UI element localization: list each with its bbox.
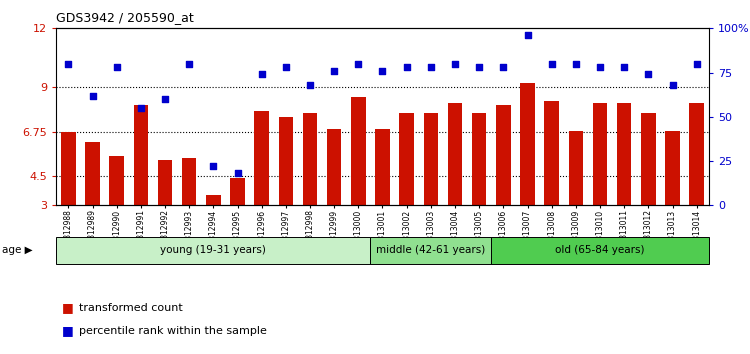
Point [667,82,679,88]
Text: young (19-31 years): young (19-31 years) [160,245,266,256]
Point [232,171,244,176]
Point [86,93,98,98]
Bar [206,195,220,205]
Bar [230,178,244,205]
Bar [424,113,438,205]
Point [642,72,654,77]
Bar [182,158,196,205]
Bar [496,105,511,205]
Point [352,61,364,67]
Point [304,82,316,88]
Bar [448,103,462,205]
Bar [327,129,341,205]
Point [376,68,388,74]
Bar [592,103,608,205]
Bar [158,160,172,205]
Bar [568,131,583,205]
Bar [544,101,559,205]
Point [400,64,412,70]
Text: GDS3942 / 205590_at: GDS3942 / 205590_at [56,11,194,24]
Bar [134,105,148,205]
Bar [689,103,704,205]
Point [256,72,268,77]
Point [135,105,147,111]
Point [280,64,292,70]
Point [473,64,485,70]
Bar [400,113,414,205]
Bar [472,113,487,205]
Bar [61,132,76,205]
Point [546,61,558,67]
Point [521,33,533,38]
Text: middle (42-61 years): middle (42-61 years) [376,245,485,256]
Bar [491,237,709,264]
Bar [351,97,365,205]
Point [328,68,340,74]
Point [497,64,509,70]
Bar [110,156,124,205]
Point [62,61,74,67]
Bar [254,111,269,205]
Point [691,61,703,67]
Point [159,96,171,102]
Text: age ▶: age ▶ [2,245,33,255]
Bar [56,237,370,264]
Bar [86,142,100,205]
Text: ■: ■ [62,302,74,314]
Point [183,61,195,67]
Point [207,164,219,169]
Point [111,64,123,70]
Point [449,61,461,67]
Bar [641,113,656,205]
Bar [375,129,390,205]
Text: transformed count: transformed count [79,303,182,313]
Point [618,64,630,70]
Point [570,61,582,67]
Text: old (65-84 years): old (65-84 years) [555,245,645,256]
Bar [617,103,632,205]
Bar [665,131,680,205]
Point [594,64,606,70]
Bar [303,113,317,205]
Bar [370,237,491,264]
Bar [278,117,293,205]
Bar [520,84,535,205]
Point [424,64,436,70]
Text: ■: ■ [62,325,74,337]
Text: percentile rank within the sample: percentile rank within the sample [79,326,267,336]
